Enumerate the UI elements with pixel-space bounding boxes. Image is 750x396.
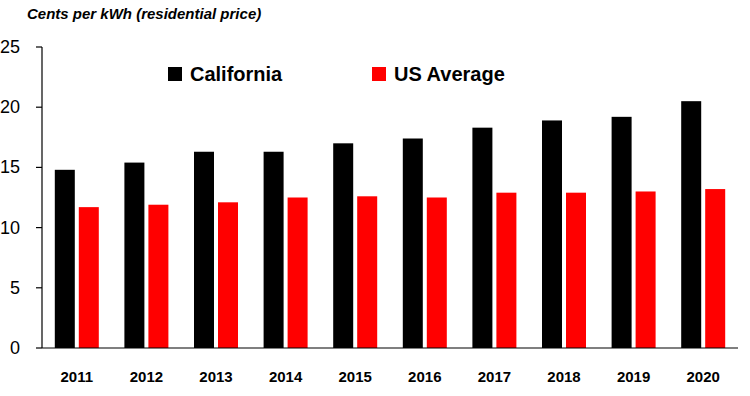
y-axis-line — [41, 47, 42, 348]
y-tick — [36, 107, 42, 108]
y-tick — [36, 347, 42, 348]
x-tick-label: 2017 — [478, 368, 511, 385]
chart-container: Cents per kWh (residential price) 0 5 10 15 2… — [0, 0, 750, 396]
y-tick-label: 15 — [0, 157, 20, 177]
x-tick-label: 2016 — [408, 368, 441, 385]
y-tick — [36, 287, 42, 288]
legend-label: California — [190, 63, 283, 85]
bar — [124, 163, 144, 348]
y-tick-label: 10 — [0, 218, 20, 238]
x-tick-label: 2012 — [130, 368, 163, 385]
legend-swatch — [372, 67, 386, 81]
x-tick-label: 2015 — [339, 368, 372, 385]
bar — [264, 152, 284, 348]
bars — [55, 101, 725, 348]
y-tick — [36, 227, 42, 228]
y-tick-label: 0 — [10, 338, 20, 358]
bar — [55, 170, 75, 348]
x-tick-label: 2014 — [269, 368, 303, 385]
legend-swatch — [168, 67, 182, 81]
bar — [542, 120, 562, 348]
bar — [496, 193, 516, 348]
bar — [681, 101, 701, 348]
chart-title: Cents per kWh (residential price) — [27, 5, 261, 22]
y-tick — [36, 46, 42, 47]
bar — [705, 189, 725, 348]
y-tick-label: 5 — [10, 278, 20, 298]
legend-label: US Average — [394, 63, 505, 85]
x-tick-label: 2019 — [617, 368, 650, 385]
x-tick-label: 2011 — [61, 368, 94, 385]
bar — [148, 205, 168, 348]
x-axis-line — [42, 347, 738, 348]
bar — [357, 196, 377, 348]
bar — [636, 191, 656, 348]
bar — [288, 198, 308, 349]
bar — [218, 202, 238, 348]
x-tick-label: 2018 — [547, 368, 580, 385]
bar — [612, 117, 632, 348]
chart-svg: Cents per kWh (residential price) 0 5 10 15 2… — [0, 0, 750, 396]
bar — [427, 198, 447, 349]
y-tick-label: 20 — [0, 97, 20, 117]
bar — [472, 128, 492, 348]
bar — [403, 139, 423, 348]
bar — [333, 143, 353, 348]
y-tick-label: 25 — [0, 37, 20, 57]
x-tick-label: 2013 — [199, 368, 232, 385]
x-tick-label: 2020 — [687, 368, 720, 385]
y-tick — [36, 167, 42, 168]
bar — [566, 193, 586, 348]
bar — [194, 152, 214, 348]
bar — [79, 207, 99, 348]
